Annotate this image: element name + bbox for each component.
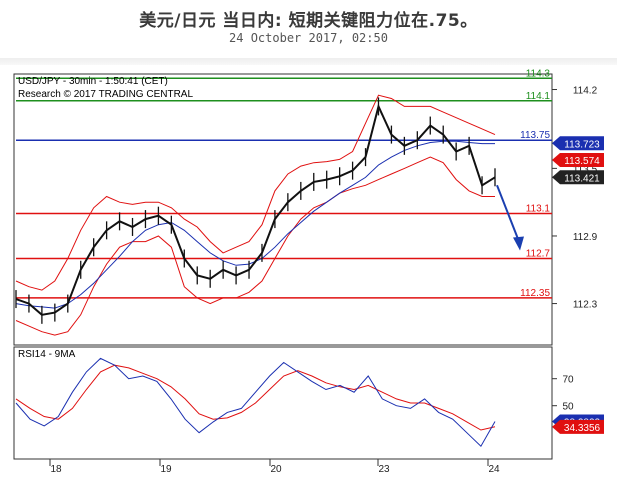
forecast-arrow-head	[513, 236, 524, 251]
level-label-5: 112.35	[520, 288, 550, 299]
level-lines: 114.3 114.1 113.75 113.1 112.7 112.35	[16, 68, 552, 299]
level-label-1: 114.1	[526, 91, 551, 102]
price-ytick-label-3: 114.2	[573, 86, 598, 97]
price-ytick-label-2: 113.5	[573, 164, 598, 175]
price-tag-1-label: 113.574	[564, 156, 600, 167]
price-ytick-label-0: 112.3	[573, 300, 598, 311]
level-label-3: 113.1	[526, 203, 551, 214]
rsi-series	[15, 357, 496, 448]
bb-upper-line	[15, 94, 496, 291]
rsi-ma-line	[15, 364, 496, 431]
rsi-tag-1-label: 34.3356	[564, 423, 601, 434]
forecast-arrow-shaft	[496, 184, 520, 242]
rsi-panel	[13, 346, 553, 460]
rsi-title: RSI14 - 9MA	[18, 349, 76, 360]
xtick-label-0: 18	[50, 464, 62, 475]
level-label-0: 114.3	[526, 68, 551, 79]
rsi-ytick-label-0: 50	[562, 402, 574, 413]
price-tag-2-box	[552, 170, 604, 185]
report-date: 24 October 2017, 02:50	[229, 31, 388, 45]
price-tag-1-box	[552, 153, 604, 168]
axes: 112.3 112.9 113.5 114.2 50 70 18 19 20 23 24	[49, 86, 598, 475]
page-title: 美元/日元 当日内: 短期关键阻力位在.75。	[139, 11, 478, 31]
price-tag-2-label: 113.421	[564, 173, 600, 184]
xtick-label-2: 20	[270, 464, 282, 475]
level-label-4: 112.7	[526, 249, 551, 260]
price-tag-0-label: 113.723	[564, 139, 600, 150]
price-tag-0-box	[552, 136, 604, 151]
header-separator	[0, 58, 617, 65]
rsi-ytick-label-1: 70	[562, 375, 574, 386]
chart-subtitle: Research © 2017 TRADING CENTRAL	[18, 89, 193, 100]
xtick-label-4: 24	[488, 464, 500, 475]
bb-lower-line	[15, 156, 495, 336]
chart-title: USD/JPY - 30min - 1:50:41 (CET)	[18, 76, 168, 87]
xtick-label-3: 23	[378, 464, 390, 475]
price-ytick-label-1: 112.9	[573, 232, 598, 243]
rsi-tag-1-box	[552, 419, 604, 434]
rsi-line	[15, 357, 496, 448]
price-series	[15, 94, 524, 336]
xtick-label-1: 19	[160, 464, 172, 475]
level-label-2: 113.75	[520, 130, 550, 141]
price-line	[15, 103, 496, 316]
